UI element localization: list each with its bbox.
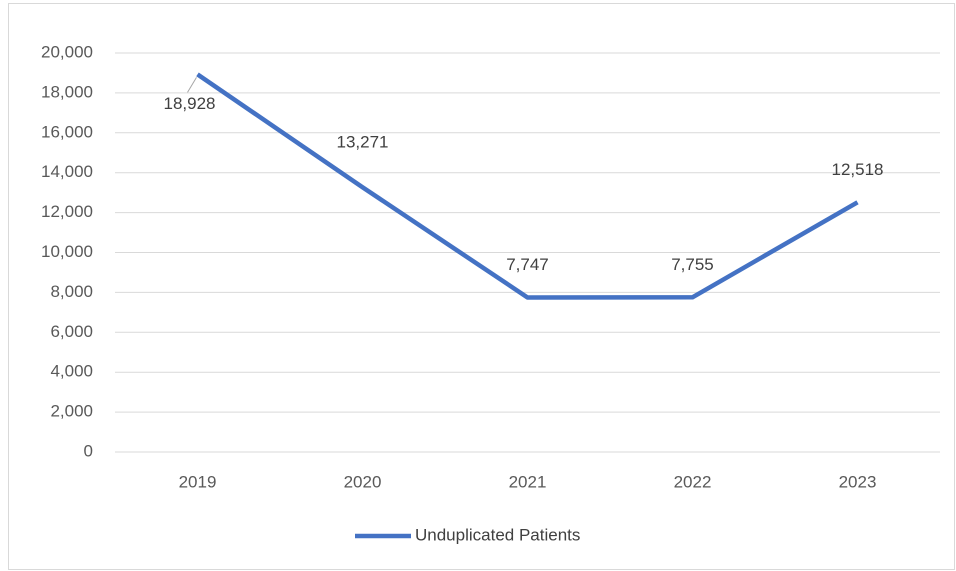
leader-line (187, 77, 197, 93)
data-line (196, 72, 859, 300)
y-tick-label: 2,000 (50, 402, 93, 421)
legend-label: Unduplicated Patients (415, 525, 580, 544)
y-tick-label: 20,000 (41, 42, 93, 61)
y-tick-label: 4,000 (50, 362, 93, 381)
data-label: 13,271 (337, 133, 389, 152)
x-tick-label: 2021 (509, 472, 547, 491)
x-tick-label: 2022 (674, 472, 712, 491)
x-tick-label: 2019 (179, 472, 217, 491)
y-tick-label: 16,000 (41, 122, 93, 141)
chart-border (8, 3, 955, 570)
y-tick-label: 8,000 (50, 282, 93, 301)
data-label: 7,747 (506, 255, 549, 274)
y-tick-label: 18,000 (41, 82, 93, 101)
x-tick-label: 2023 (839, 472, 877, 491)
y-tick-label: 10,000 (41, 242, 93, 261)
data-label: 7,755 (671, 255, 714, 274)
y-tick-label: 0 (84, 441, 93, 460)
x-tick-label: 2020 (344, 472, 382, 491)
y-tick-label: 12,000 (41, 202, 93, 221)
y-tick-label: 14,000 (41, 162, 93, 181)
data-label: 18,928 (164, 94, 216, 113)
y-tick-label: 6,000 (50, 322, 93, 341)
data-label: 12,518 (832, 160, 884, 179)
